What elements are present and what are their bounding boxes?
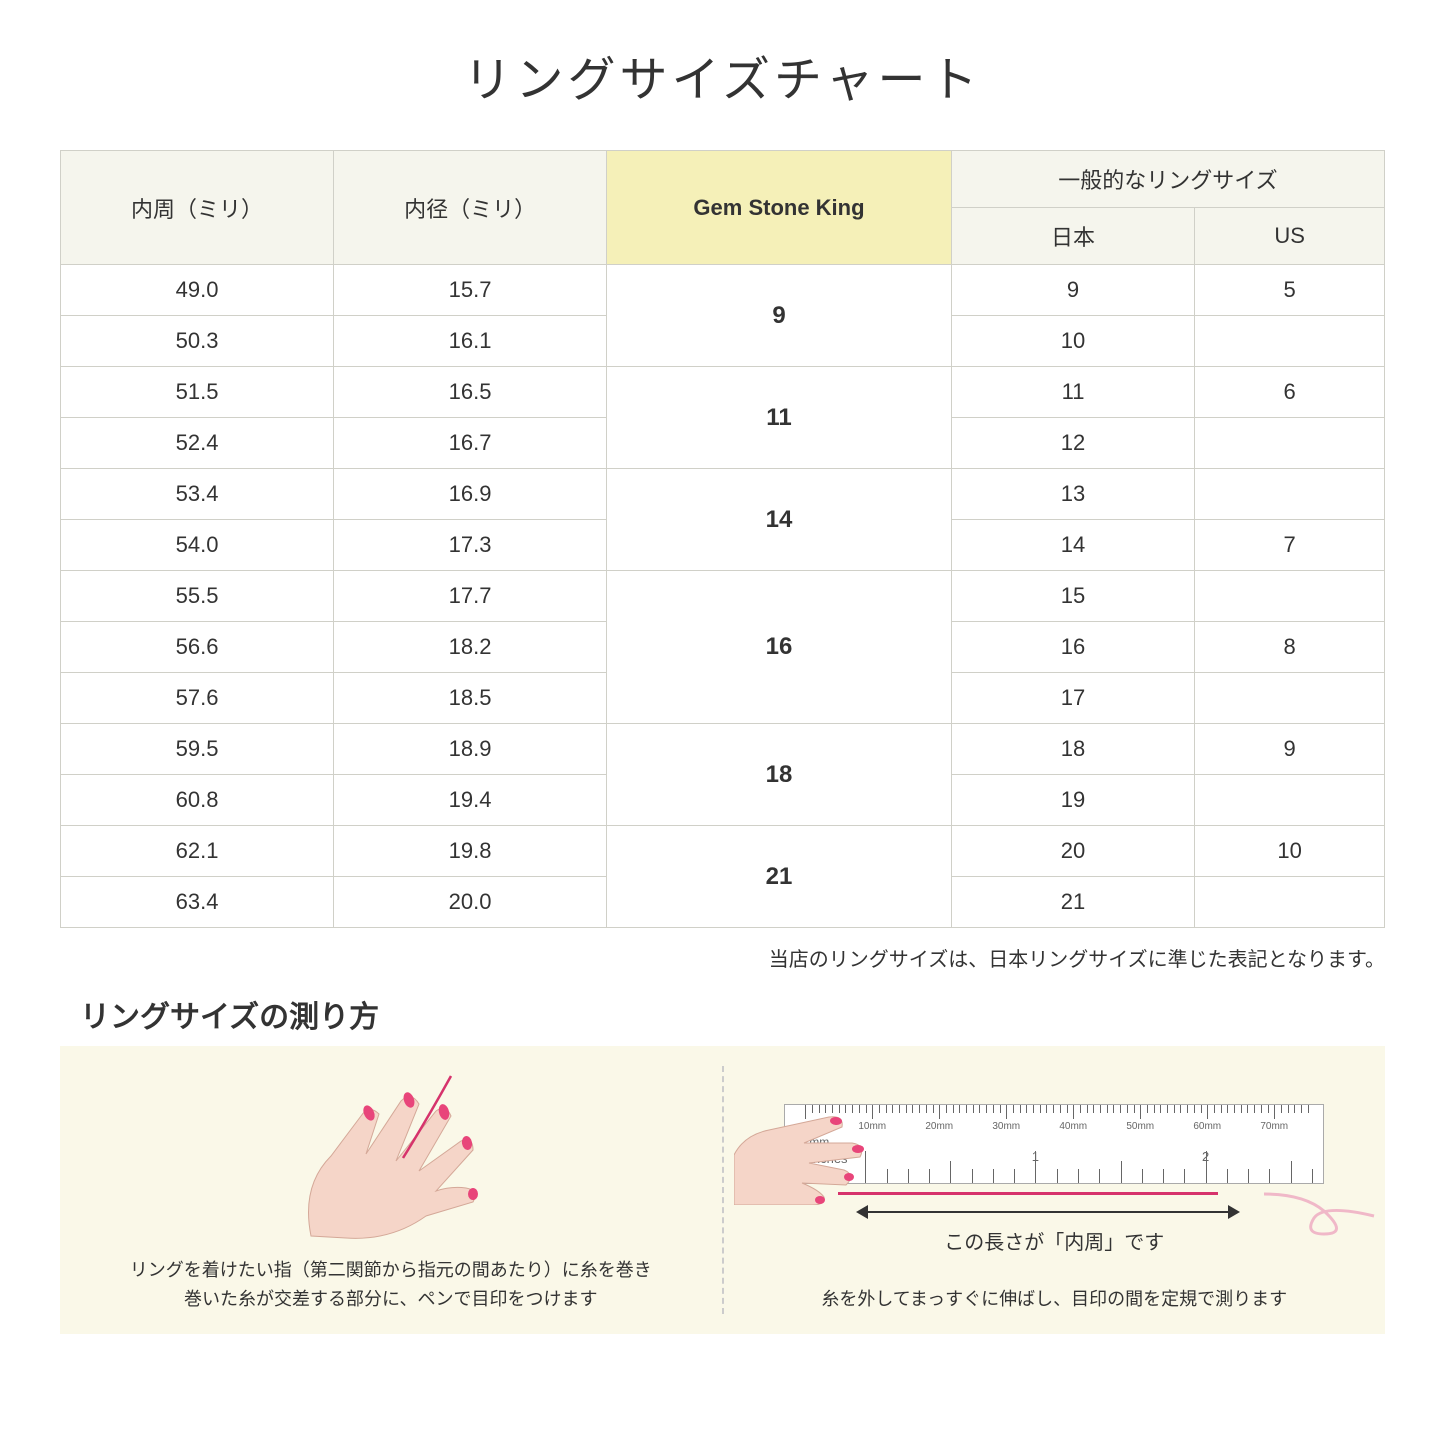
header-diameter: 内径（ミリ）: [334, 151, 607, 265]
cell-japan: 14: [951, 520, 1194, 571]
cell-us: [1195, 418, 1385, 469]
cell-diameter: 20.0: [334, 877, 607, 928]
cell-japan: 19: [951, 775, 1194, 826]
cell-gsk: 14: [607, 469, 952, 571]
cell-gsk: 11: [607, 367, 952, 469]
cell-japan: 17: [951, 673, 1194, 724]
cell-us: 6: [1195, 367, 1385, 418]
cell-circumference: 49.0: [61, 265, 334, 316]
cell-circumference: 54.0: [61, 520, 334, 571]
cell-us: 7: [1195, 520, 1385, 571]
cell-japan: 16: [951, 622, 1194, 673]
header-us: US: [1195, 208, 1385, 265]
cell-us: 8: [1195, 622, 1385, 673]
cell-circumference: 51.5: [61, 367, 334, 418]
cell-circumference: 50.3: [61, 316, 334, 367]
cell-japan: 12: [951, 418, 1194, 469]
header-gsk: Gem Stone King: [607, 151, 952, 265]
table-row: 53.416.91413: [61, 469, 1385, 520]
cell-us: 10: [1195, 826, 1385, 877]
cell-us: [1195, 775, 1385, 826]
cell-japan: 21: [951, 877, 1194, 928]
cell-circumference: 53.4: [61, 469, 334, 520]
cell-us: [1195, 316, 1385, 367]
table-row: 49.015.7995: [61, 265, 1385, 316]
cell-gsk: 9: [607, 265, 952, 367]
cell-diameter: 16.5: [334, 367, 607, 418]
cell-diameter: 18.2: [334, 622, 607, 673]
cell-diameter: 17.3: [334, 520, 607, 571]
cell-circumference: 59.5: [61, 724, 334, 775]
cell-circumference: 56.6: [61, 622, 334, 673]
hand-illustration-2: [734, 1095, 874, 1205]
panel2-text: 糸を外してまっすぐに伸ばし、目印の間を定規で測ります: [744, 1285, 1366, 1314]
cell-circumference: 52.4: [61, 418, 334, 469]
cell-circumference: 62.1: [61, 826, 334, 877]
cell-us: [1195, 673, 1385, 724]
cell-diameter: 19.4: [334, 775, 607, 826]
table-note: 当店のリングサイズは、日本リングサイズに準じた表記となります。: [60, 943, 1385, 972]
cell-circumference: 60.8: [61, 775, 334, 826]
cell-us: 5: [1195, 265, 1385, 316]
cell-gsk: 16: [607, 571, 952, 724]
panel-step1: リングを着けたい指（第二関節から指元の間あたり）に糸を巻き巻いた糸が交差する部分…: [60, 1046, 722, 1334]
panel1-text: リングを着けたい指（第二関節から指元の間あたり）に糸を巻き巻いた糸が交差する部分…: [80, 1256, 702, 1314]
instructions-panel: リングを着けたい指（第二関節から指元の間あたり）に糸を巻き巻いた糸が交差する部分…: [60, 1046, 1385, 1334]
table-row: 59.518.918189: [61, 724, 1385, 775]
cell-diameter: 18.5: [334, 673, 607, 724]
cell-diameter: 19.8: [334, 826, 607, 877]
page-title: リングサイズチャート: [60, 40, 1385, 110]
panel-step2: 10mm20mm30mm40mm50mm60mm70mm12 mm Inches…: [724, 1046, 1386, 1334]
cell-gsk: 21: [607, 826, 952, 928]
thread-curl: [1264, 1186, 1384, 1246]
cell-diameter: 16.1: [334, 316, 607, 367]
size-chart-table: 内周（ミリ） 内径（ミリ） Gem Stone King 一般的なリングサイズ …: [60, 150, 1385, 928]
cell-japan: 13: [951, 469, 1194, 520]
cell-us: [1195, 469, 1385, 520]
arrow-label: この長さが「内周」です: [784, 1226, 1324, 1255]
cell-us: [1195, 877, 1385, 928]
cell-japan: 18: [951, 724, 1194, 775]
cell-japan: 11: [951, 367, 1194, 418]
cell-diameter: 17.7: [334, 571, 607, 622]
cell-gsk: 18: [607, 724, 952, 826]
cell-diameter: 16.9: [334, 469, 607, 520]
cell-circumference: 57.6: [61, 673, 334, 724]
measure-arrow: [858, 1202, 1238, 1222]
table-row: 55.517.71615: [61, 571, 1385, 622]
cell-japan: 9: [951, 265, 1194, 316]
header-japan: 日本: [951, 208, 1194, 265]
cell-japan: 15: [951, 571, 1194, 622]
cell-us: [1195, 571, 1385, 622]
cell-diameter: 16.7: [334, 418, 607, 469]
cell-us: 9: [1195, 724, 1385, 775]
cell-japan: 10: [951, 316, 1194, 367]
measure-title: リングサイズの測り方: [80, 992, 1385, 1036]
header-circumference: 内周（ミリ）: [61, 151, 334, 265]
header-general-size: 一般的なリングサイズ: [951, 151, 1384, 208]
table-row: 51.516.511116: [61, 367, 1385, 418]
cell-diameter: 18.9: [334, 724, 607, 775]
hand-illustration-1: [251, 1066, 531, 1246]
cell-circumference: 63.4: [61, 877, 334, 928]
cell-diameter: 15.7: [334, 265, 607, 316]
table-row: 62.119.8212010: [61, 826, 1385, 877]
cell-japan: 20: [951, 826, 1194, 877]
thread-line: [838, 1192, 1218, 1195]
cell-circumference: 55.5: [61, 571, 334, 622]
